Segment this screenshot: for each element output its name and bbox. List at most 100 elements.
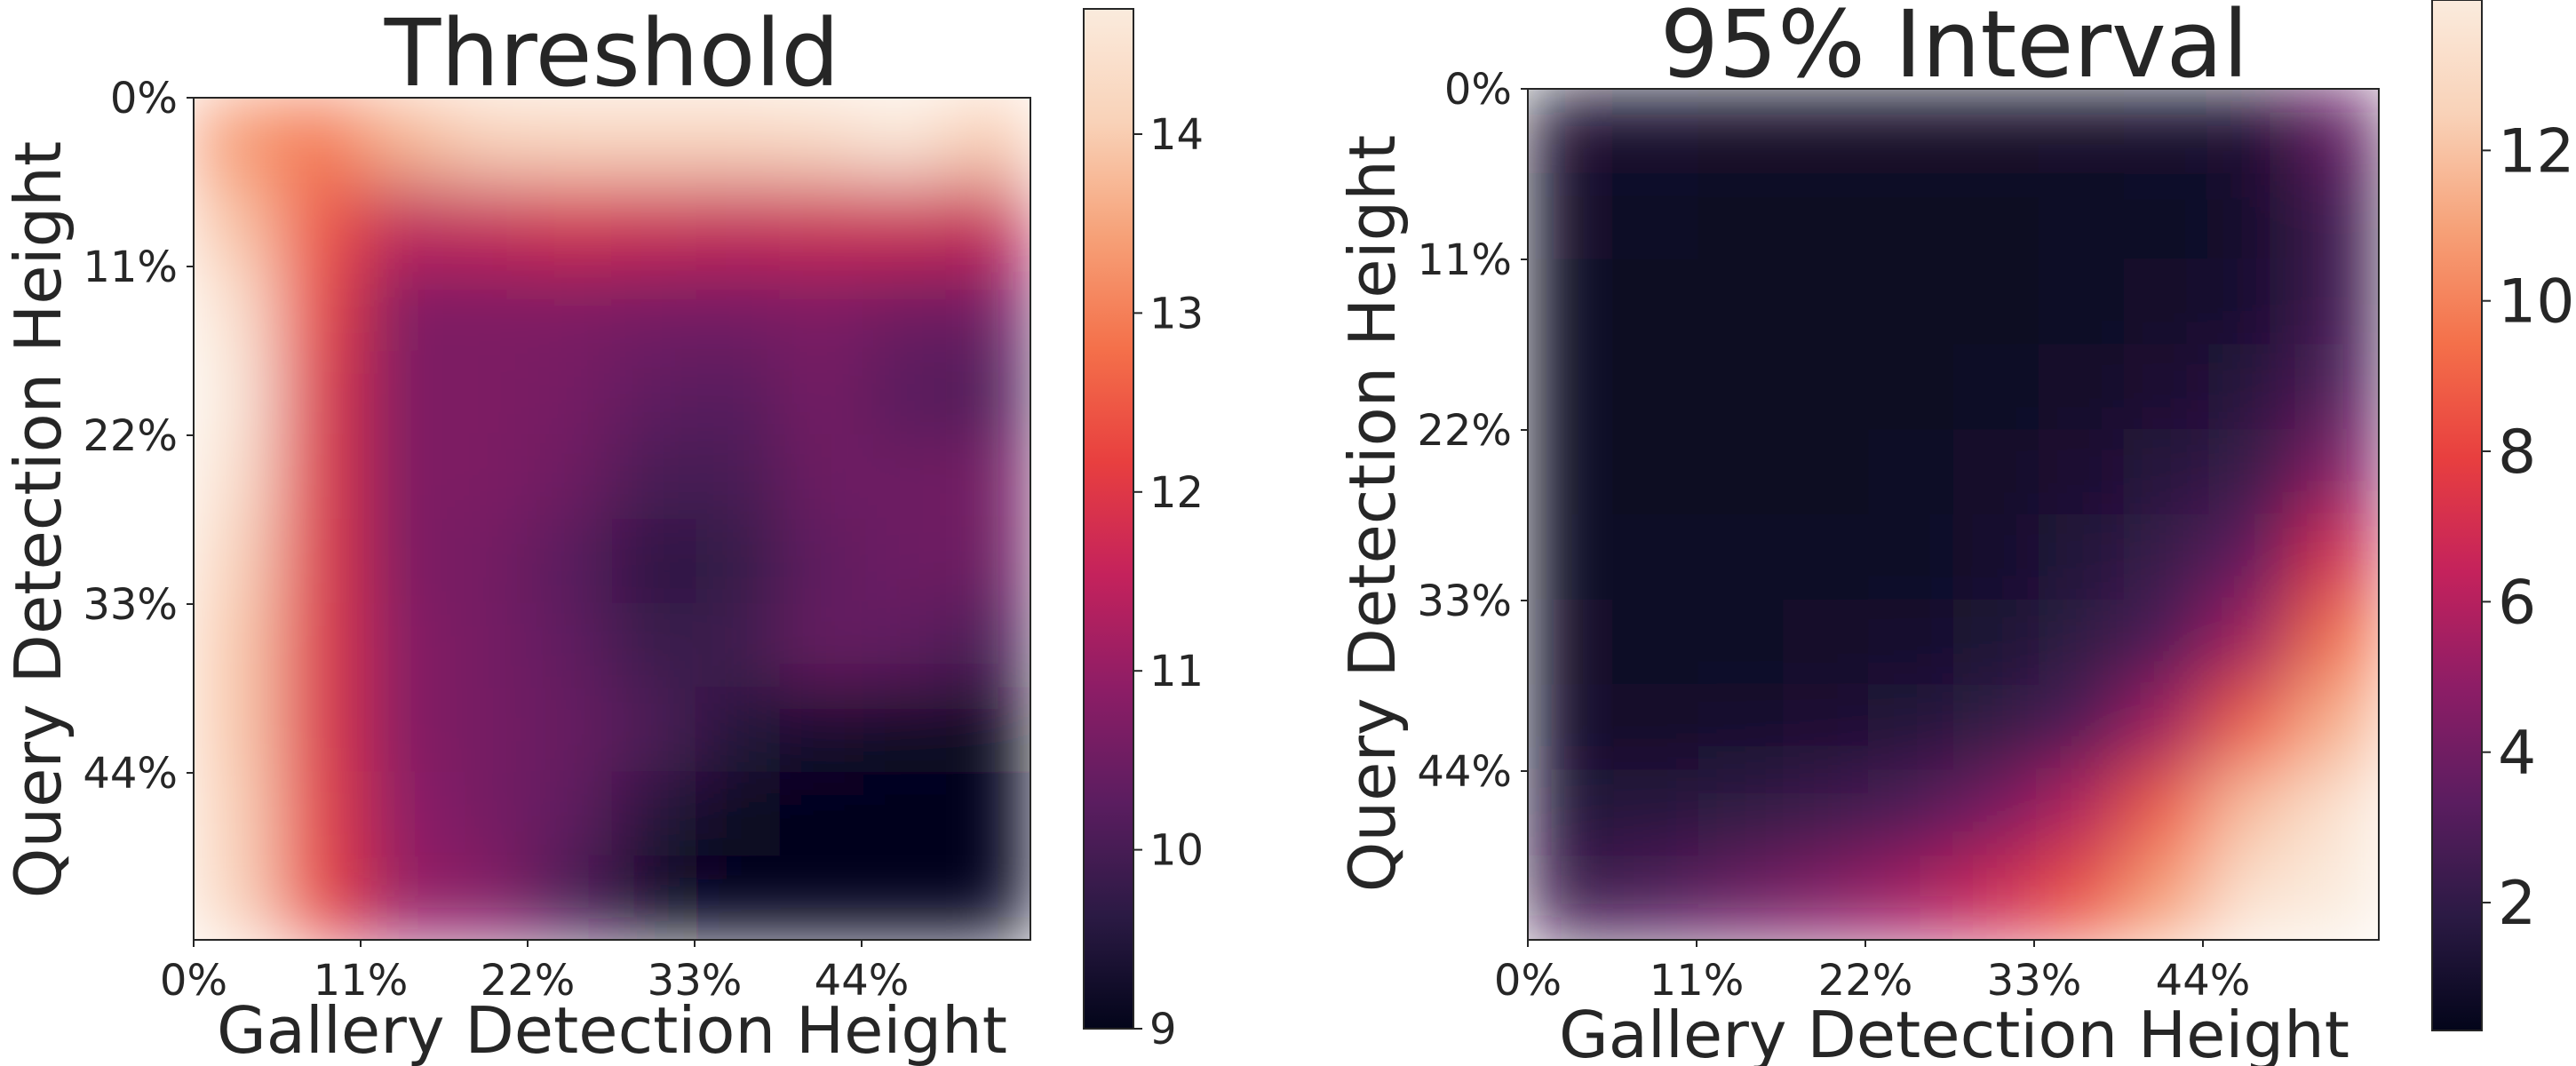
heat-cell-threshold-r6-c6: [696, 602, 781, 688]
heat-cell-threshold-r4-c2: [361, 434, 446, 520]
colorbar-tick-label-interval-0: 2: [2498, 869, 2536, 939]
heat-cell-threshold-r2-c7: [779, 266, 864, 352]
heat-cell-threshold-r6-c9: [946, 602, 1030, 688]
heat-cell-threshold-r2-c9: [946, 266, 1030, 352]
heat-cell-threshold-r9-c5: [612, 855, 697, 940]
heat-cell-threshold-r4-c4: [528, 434, 613, 520]
heat-cell-threshold-r0-c0: [194, 98, 279, 183]
heat-cell-threshold-r1-c5: [612, 181, 697, 267]
heat-cell-threshold-r4-c7: [779, 434, 864, 520]
heat-cell-interval-r5-c1: [1612, 514, 1699, 601]
heat-cell-interval-r7-c8: [2208, 684, 2295, 771]
heat-cell-threshold-r1-c3: [444, 181, 529, 267]
heat-cell-interval-r2-c3: [1783, 259, 1870, 346]
colorbar-tick-label-threshold-3: 12: [1149, 468, 1204, 518]
colorbar-interval-bar: [2431, 0, 2483, 1031]
heat-cell-interval-r4-c6: [2038, 429, 2125, 515]
heat-cell-interval-r3-c4: [1868, 344, 1954, 431]
x-tick-label-threshold-4: 44%: [815, 956, 910, 1006]
x-ticks-interval: 0% 11% 22% 33% 44%: [1494, 940, 2250, 1006]
heat-cell-interval-r0-c4: [1868, 89, 1954, 175]
heat-cell-interval-r0-c1: [1612, 89, 1699, 175]
heat-cell-threshold-r2-c4: [528, 266, 613, 352]
y-ticks-threshold: 0% 11% 22% 33% 44%: [83, 74, 194, 799]
heat-cell-threshold-r3-c2: [361, 350, 446, 436]
heat-cell-interval-r2-c6: [2038, 259, 2125, 346]
heat-cell-interval-r1-c0: [1528, 173, 1614, 260]
panel-threshold: Threshold 0% 11% 22% 33% 44% 0%11%22%33%44% …: [1, 0, 1031, 1066]
heat-cell-interval-r5-c7: [2123, 514, 2210, 601]
heat-cell-interval-r9-c7: [2123, 855, 2210, 940]
heat-cell-threshold-r7-c2: [361, 687, 446, 773]
heat-cell-interval-r2-c1: [1612, 259, 1699, 346]
heat-cell-interval-r6-c1: [1612, 599, 1699, 686]
heat-cell-threshold-r7-c6: [696, 687, 781, 773]
heat-cell-threshold-r1-c6: [696, 181, 781, 267]
heat-cell-threshold-r8-c8: [863, 771, 948, 857]
y-tick-label-threshold-2: 22%: [83, 411, 178, 461]
colorbar-interval: 2 4 6 8 10 12: [2431, 0, 2575, 1031]
heat-cell-interval-r7-c4: [1868, 684, 1954, 771]
heat-cell-interval-r2-c7: [2123, 259, 2210, 346]
heat-cell-interval-r1-c5: [1953, 173, 2039, 260]
heat-cell-threshold-r9-c2: [361, 855, 446, 940]
heat-cell-interval-r3-c0: [1528, 344, 1614, 431]
heat-cell-interval-r0-c9: [2294, 89, 2379, 175]
heat-cell-threshold-r0-c4: [528, 98, 613, 183]
heat-cell-interval-r6-c3: [1783, 599, 1870, 686]
heat-cell-interval-r1-c1: [1612, 173, 1699, 260]
heat-cell-threshold-r1-c4: [528, 181, 613, 267]
heat-cell-threshold-r4-c1: [277, 434, 362, 520]
heat-cell-threshold-r1-c8: [863, 181, 948, 267]
heat-cell-threshold-r8-c9: [946, 771, 1030, 857]
heat-cell-interval-r2-c0: [1528, 259, 1614, 346]
heat-cell-interval-r9-c6: [2038, 855, 2125, 940]
y-tick-label-threshold-3: 33%: [83, 580, 178, 630]
heatmap-interval-cells: [1528, 89, 2379, 940]
heat-cell-threshold-r0-c8: [863, 98, 948, 183]
heat-cell-interval-r7-c9: [2294, 684, 2379, 771]
heat-cell-threshold-r0-c2: [361, 98, 446, 183]
heat-cell-interval-r7-c6: [2038, 684, 2125, 771]
heat-cell-threshold-r2-c2: [361, 266, 446, 352]
y-tick-label-threshold-0: 0%: [110, 74, 178, 123]
heat-cell-interval-r4-c9: [2294, 429, 2379, 515]
heat-cell-interval-r7-c0: [1528, 684, 1614, 771]
colorbar-tick-label-threshold-5: 14: [1149, 110, 1204, 160]
heat-cell-threshold-r2-c0: [194, 266, 279, 352]
heat-cell-interval-r6-c8: [2208, 599, 2295, 686]
heat-cell-threshold-r3-c8: [863, 350, 948, 436]
heat-cell-interval-r6-c9: [2294, 599, 2379, 686]
heat-cell-interval-r1-c3: [1783, 173, 1870, 260]
heat-cell-interval-r3-c5: [1953, 344, 2039, 431]
heatmap-threshold-frame: [193, 97, 1031, 941]
heat-cell-threshold-r2-c3: [444, 266, 529, 352]
heat-cell-interval-r0-c0: [1528, 89, 1614, 175]
heat-cell-interval-r3-c1: [1612, 344, 1699, 431]
heat-cell-threshold-r1-c7: [779, 181, 864, 267]
heat-cell-interval-r6-c5: [1953, 599, 2039, 686]
colorbar-tick-label-interval-2: 6: [2498, 568, 2536, 638]
heat-cell-threshold-r5-c3: [444, 519, 529, 604]
heat-cell-threshold-r8-c7: [779, 771, 864, 857]
heat-cell-threshold-r0-c3: [444, 98, 529, 183]
heat-cell-interval-r6-c4: [1868, 599, 1954, 686]
heat-cell-threshold-r1-c0: [194, 181, 279, 267]
x-tick-label-threshold-3: 33%: [648, 956, 743, 1006]
heat-cell-threshold-r5-c0: [194, 519, 279, 604]
heat-cell-interval-r8-c0: [1528, 769, 1614, 856]
colorbar-tick-label-interval-1: 4: [2498, 719, 2536, 789]
heat-cell-threshold-r0-c7: [779, 98, 864, 183]
heat-cell-threshold-r0-c6: [696, 98, 781, 183]
heat-cell-threshold-r7-c5: [612, 687, 697, 773]
heat-cell-interval-r5-c6: [2038, 514, 2125, 601]
heat-cell-threshold-r8-c2: [361, 771, 446, 857]
colorbar-tick-label-interval-5: 12: [2498, 116, 2575, 187]
heat-cell-threshold-r4-c9: [946, 434, 1030, 520]
heat-cell-threshold-r9-c3: [444, 855, 529, 940]
heat-cell-threshold-r2-c6: [696, 266, 781, 352]
y-axis-label-threshold: Query Detection Height: [1, 141, 76, 898]
x-tick-label-threshold-1: 11%: [314, 956, 409, 1006]
y-tick-label-interval-4: 44%: [1417, 747, 1512, 797]
heat-cell-threshold-r5-c6: [696, 519, 781, 604]
